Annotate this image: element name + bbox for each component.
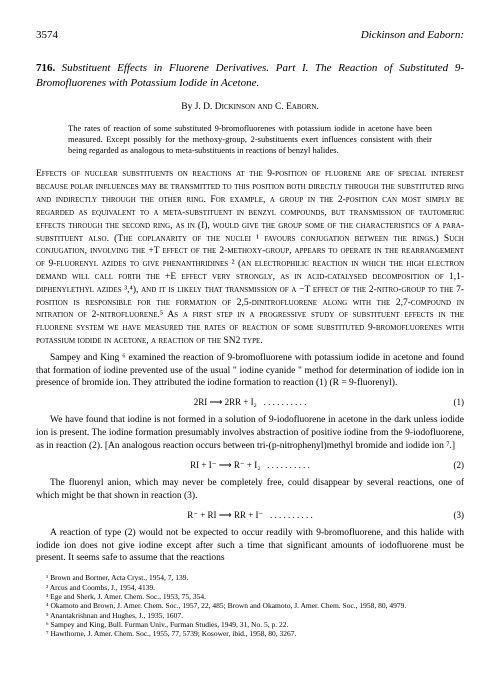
ref-5: ⁵ Anantakrishnan and Hughes, J., 1935, 1…	[36, 611, 464, 620]
authors-names: J. D. Dickinson and C. Eaborn.	[195, 102, 319, 112]
page-header: 3574 Dickinson and Eaborn:	[36, 28, 464, 43]
equation-2: RI + I⁻ ⟶ R⁻ + I₂ . . . . . . . . . . (2…	[36, 459, 464, 471]
equation-1: 2RI ⟶ 2RR + I₂ . . . . . . . . . . (1)	[36, 396, 464, 408]
ref-4: ⁴ Okamoto and Brown, J. Amer. Chem. Soc.…	[36, 601, 464, 610]
eq3-number: (3)	[454, 509, 465, 521]
article-title-block: 716. Substituent Effects in Fluorene Der…	[36, 61, 464, 91]
authors-line: By J. D. Dickinson and C. Eaborn.	[36, 101, 464, 114]
body-paragraph-1: Effects of nuclear substituents on react…	[36, 168, 464, 347]
body-paragraph-5: A reaction of type (2) would not be expe…	[36, 527, 464, 565]
eq1-body: 2RI ⟶ 2RR + I₂	[194, 397, 257, 407]
article-title: Substituent Effects in Fluorene Derivati…	[36, 62, 464, 89]
authors-prefix: By	[181, 102, 194, 112]
eq1-dots: . . . . . . . . . .	[264, 397, 307, 407]
abstract: The rates of reaction of some substitute…	[68, 123, 432, 156]
body-p1-text: Effects of nuclear substituents on react…	[36, 169, 464, 346]
ref-2: ² Arcus and Coombs, J., 1954, 4139.	[36, 583, 464, 592]
eq3-dots: . . . . . . . . . .	[270, 510, 313, 520]
eq2-number: (2)	[454, 459, 465, 471]
body-paragraph-4: The fluorenyl anion, which may never be …	[36, 477, 464, 503]
page-number: 3574	[36, 28, 58, 43]
eq2-body: RI + I⁻ ⟶ R⁻ + I₂	[190, 460, 260, 470]
equation-3: R⁻ + RI ⟶ RR + I⁻ . . . . . . . . . . (3…	[36, 509, 464, 521]
eq1-number: (1)	[454, 396, 465, 408]
eq3-body: R⁻ + RI ⟶ RR + I⁻	[187, 510, 263, 520]
running-head: Dickinson and Eaborn:	[361, 28, 464, 43]
eq2-dots: . . . . . . . . . .	[267, 460, 310, 470]
body-paragraph-2: Sampey and King ⁶ examined the reaction …	[36, 352, 464, 390]
ref-6: ⁶ Sampey and King, Bull. Furman Univ., F…	[36, 620, 464, 629]
ref-7: ⁷ Hawthorne, J. Amer. Chem. Soc., 1955, …	[36, 629, 464, 638]
body-paragraph-3: We have found that iodine is not formed …	[36, 414, 464, 452]
ref-3: ³ Ege and Sherk, J. Amer. Chem. Soc., 19…	[36, 592, 464, 601]
ref-1: ¹ Brown and Bortner, Acta Cryst., 1954, …	[36, 573, 464, 582]
article-number: 716.	[36, 62, 55, 74]
references: ¹ Brown and Bortner, Acta Cryst., 1954, …	[36, 573, 464, 639]
